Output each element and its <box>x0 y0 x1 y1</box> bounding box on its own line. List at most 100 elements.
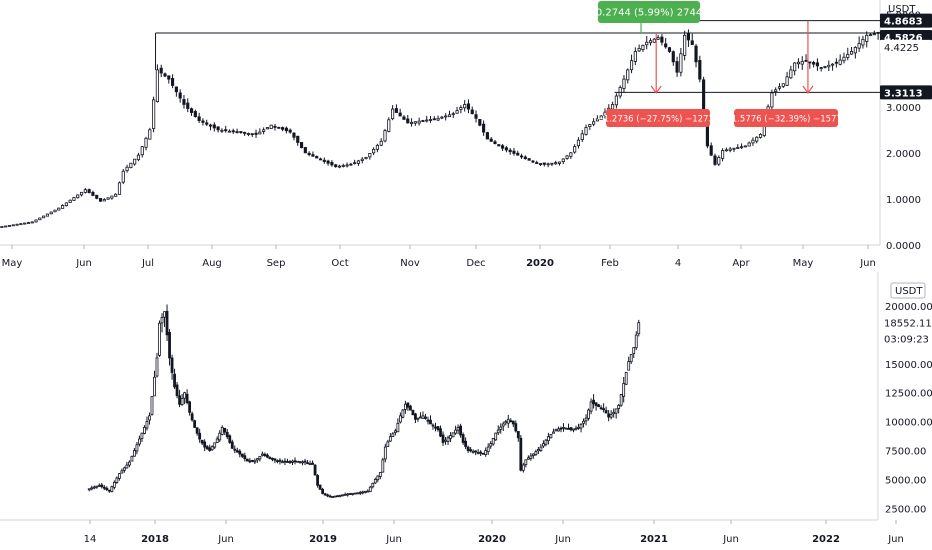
bottom-currency-label: USDT <box>895 286 923 297</box>
bottom-candle <box>245 458 249 462</box>
top-candle <box>793 62 797 72</box>
bottom-y-tick-label: 15000.00 <box>885 360 932 371</box>
bottom-candle <box>346 493 350 496</box>
bottom-candle <box>378 472 382 477</box>
bottom-currency-box[interactable] <box>890 282 926 299</box>
bottom-x-tick-label: 2022 <box>812 534 840 545</box>
bottom-chart-pane[interactable]: USDT 2500.00 5000.00 7500.00 10000.00 12500.0… <box>0 272 932 550</box>
top-candle <box>398 112 402 117</box>
bottom-candle <box>205 446 209 450</box>
bottom-candle <box>594 402 598 406</box>
top-candle <box>580 133 584 140</box>
bottom-candle <box>491 438 495 445</box>
top-candle <box>774 89 778 92</box>
top-candle <box>167 75 171 80</box>
top-candle <box>637 47 641 52</box>
bottom-candle <box>411 409 415 416</box>
top-candle <box>474 114 478 119</box>
bottom-candle <box>265 454 269 458</box>
top-candle <box>618 87 622 97</box>
top-candle <box>595 118 599 122</box>
bottom-candle <box>569 427 573 431</box>
top-candle <box>447 114 452 118</box>
top-candle <box>38 217 42 221</box>
bottom-candle <box>183 392 187 399</box>
top-candle <box>808 61 812 64</box>
top-candle <box>72 197 76 201</box>
top-candle <box>201 120 205 123</box>
bottom-candle <box>559 427 563 430</box>
bottom-candle <box>597 404 600 407</box>
top-x-tick-label: Feb <box>601 258 619 269</box>
bottom-x-tick-label: 14 <box>84 534 97 545</box>
price-badge-top: 4.8683 <box>880 13 932 28</box>
price-badge-current-text: 4.4225 <box>884 43 919 54</box>
top-candle <box>136 154 141 161</box>
top-candle <box>451 113 455 116</box>
bottom-y-tick-label: 12500.00 <box>885 389 932 400</box>
top-candle <box>114 193 118 197</box>
price-badge-top-bg <box>880 13 932 28</box>
top-candle <box>872 33 876 36</box>
top-x-tick-label: Jun <box>859 258 876 269</box>
top-candle <box>117 182 122 195</box>
top-chart-pane[interactable]: USDT0.00001.00002.00003.00005.0000MayJun… <box>0 0 932 272</box>
top-candle <box>425 119 429 122</box>
top-candle <box>391 108 395 120</box>
drop2-arrow-icon <box>802 85 814 94</box>
bottom-candle <box>110 486 114 492</box>
price-badge-support-bg <box>880 85 932 100</box>
top-candle <box>265 127 269 130</box>
top-candle <box>641 44 645 51</box>
top-candle <box>819 67 823 69</box>
bottom-x-tick-label: Jun <box>217 534 234 545</box>
bottom-candle <box>240 453 244 457</box>
top-candle <box>402 116 406 120</box>
top-candle <box>178 92 182 99</box>
price-badge-top-text: 4.8683 <box>884 17 923 28</box>
bottom-candle <box>248 460 252 463</box>
bottom-candle <box>107 489 111 492</box>
bottom-candle <box>276 460 279 463</box>
top-x-tick-label: May <box>793 258 814 269</box>
bottom-candle <box>368 486 372 493</box>
top-candle <box>129 162 133 169</box>
bottom-candle <box>165 310 169 336</box>
bottom-candle <box>564 427 568 430</box>
bottom-candle <box>466 446 470 451</box>
bottom-candle <box>321 488 325 494</box>
bottom-candle <box>253 460 257 463</box>
top-x-tick-label: Jul <box>141 258 154 269</box>
bottom-candle <box>381 459 385 473</box>
bottom-candle <box>200 439 204 444</box>
top-candle <box>576 139 581 147</box>
bottom-candle <box>361 491 365 494</box>
bottom-candle <box>526 457 530 460</box>
bottom-candle <box>175 384 179 396</box>
top-candle <box>679 53 683 73</box>
bottom-candle <box>632 347 636 354</box>
bottom-candle <box>328 495 332 498</box>
bottom-candle <box>153 376 156 397</box>
top-candle <box>227 130 232 133</box>
bottom-candle <box>333 495 337 498</box>
top-candle <box>686 33 691 41</box>
bottom-candle <box>506 418 510 424</box>
top-candle <box>413 121 417 124</box>
bottom-candle <box>263 453 267 456</box>
top-candle <box>330 162 334 166</box>
top-candle <box>23 222 27 225</box>
bottom-candle <box>353 492 357 495</box>
bottom-candle <box>516 431 520 439</box>
top-candle <box>698 60 702 80</box>
top-candle <box>140 146 144 156</box>
bottom-x-tick-label: Jun <box>385 534 402 545</box>
top-candle <box>561 158 565 163</box>
bottom-candle <box>519 437 523 471</box>
bottom-candle <box>416 417 420 420</box>
bottom-candle <box>238 450 242 455</box>
top-candle <box>243 132 247 134</box>
bottom-candle <box>476 452 480 454</box>
bottom-candle <box>383 446 387 460</box>
top-candle <box>220 129 224 132</box>
